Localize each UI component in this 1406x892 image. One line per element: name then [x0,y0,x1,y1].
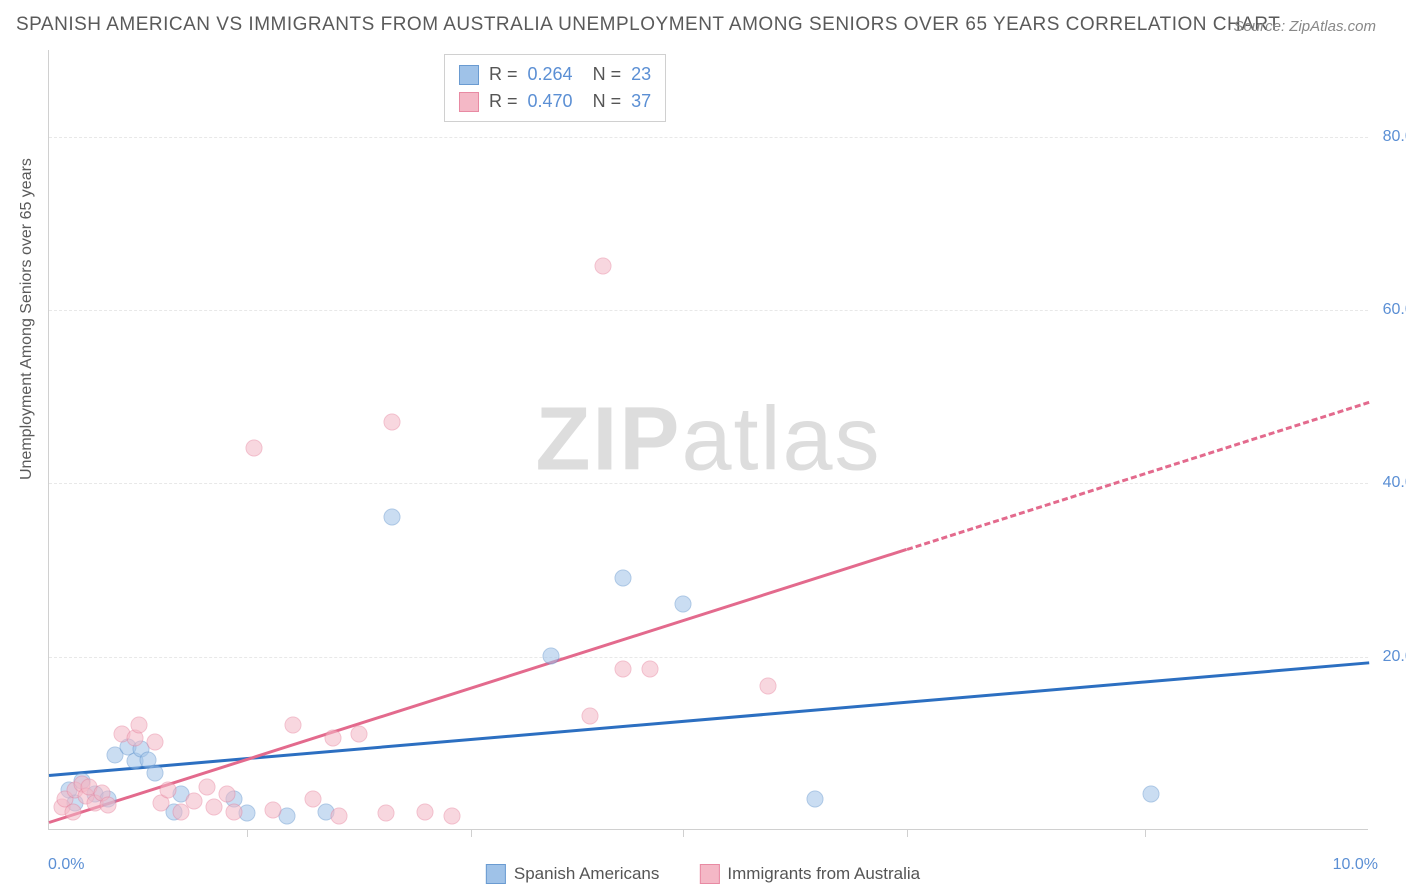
data-point [595,257,612,274]
data-point [331,808,348,825]
trend-line-extrapolated [907,401,1370,551]
legend-series-item: Immigrants from Australia [699,864,920,884]
data-point [206,799,223,816]
legend-n-label: N = [593,61,622,88]
legend-r-value: 0.470 [528,88,573,115]
data-point [615,569,632,586]
x-tick [683,829,684,837]
data-point [265,801,282,818]
plot-area: ZIPatlas 20.0%40.0%60.0%80.0% [48,50,1368,830]
data-point [245,439,262,456]
grid-line [49,483,1368,484]
data-point [146,734,163,751]
legend-n-value: 37 [631,88,651,115]
legend-row: R = 0.470 N = 37 [459,88,651,115]
data-point [760,678,777,695]
chart-title: SPANISH AMERICAN VS IMMIGRANTS FROM AUST… [16,14,1280,36]
data-point [1143,786,1160,803]
x-tick [471,829,472,837]
data-point [542,647,559,664]
data-point [641,660,658,677]
data-point [806,790,823,807]
grid-line [49,657,1368,658]
legend-n-label: N = [593,88,622,115]
data-point [351,725,368,742]
y-tick-label: 80.0% [1383,128,1406,146]
watermark-bold: ZIP [535,389,681,489]
legend-correlation-box: R = 0.264 N = 23 R = 0.470 N = 37 [444,54,666,122]
legend-r-value: 0.264 [528,61,573,88]
legend-series-item: Spanish Americans [486,864,660,884]
legend-r-label: R = [489,88,518,115]
legend-swatch [459,92,479,112]
y-tick-label: 40.0% [1383,474,1406,492]
data-point [159,782,176,799]
x-tick [1145,829,1146,837]
data-point [674,595,691,612]
data-point [305,790,322,807]
data-point [377,805,394,822]
x-tick-label: 10.0% [1333,856,1378,874]
data-point [219,786,236,803]
data-point [64,803,81,820]
watermark-light: atlas [681,389,881,489]
x-tick [907,829,908,837]
data-point [443,808,460,825]
legend-series-label: Spanish Americans [514,864,660,884]
legend-series: Spanish Americans Immigrants from Austral… [486,864,920,884]
data-point [285,717,302,734]
legend-n-value: 23 [631,61,651,88]
data-point [324,730,341,747]
data-point [199,779,216,796]
data-point [384,509,401,526]
data-point [615,660,632,677]
data-point [100,796,117,813]
grid-line [49,137,1368,138]
x-tick [247,829,248,837]
data-point [186,793,203,810]
data-point [384,413,401,430]
legend-swatch [459,65,479,85]
data-point [130,717,147,734]
legend-row: R = 0.264 N = 23 [459,61,651,88]
y-tick-label: 60.0% [1383,301,1406,319]
watermark: ZIPatlas [535,388,881,491]
legend-swatch [699,864,719,884]
source-attribution: Source: ZipAtlas.com [1233,18,1376,35]
trend-line [49,548,908,824]
x-tick-label: 0.0% [48,856,84,874]
legend-r-label: R = [489,61,518,88]
data-point [582,708,599,725]
legend-swatch [486,864,506,884]
data-point [225,803,242,820]
data-point [417,803,434,820]
y-axis-label: Unemployment Among Seniors over 65 years [18,158,36,480]
data-point [146,764,163,781]
grid-line [49,310,1368,311]
y-tick-label: 20.0% [1383,648,1406,666]
legend-series-label: Immigrants from Australia [727,864,920,884]
chart-container: SPANISH AMERICAN VS IMMIGRANTS FROM AUST… [0,0,1406,892]
